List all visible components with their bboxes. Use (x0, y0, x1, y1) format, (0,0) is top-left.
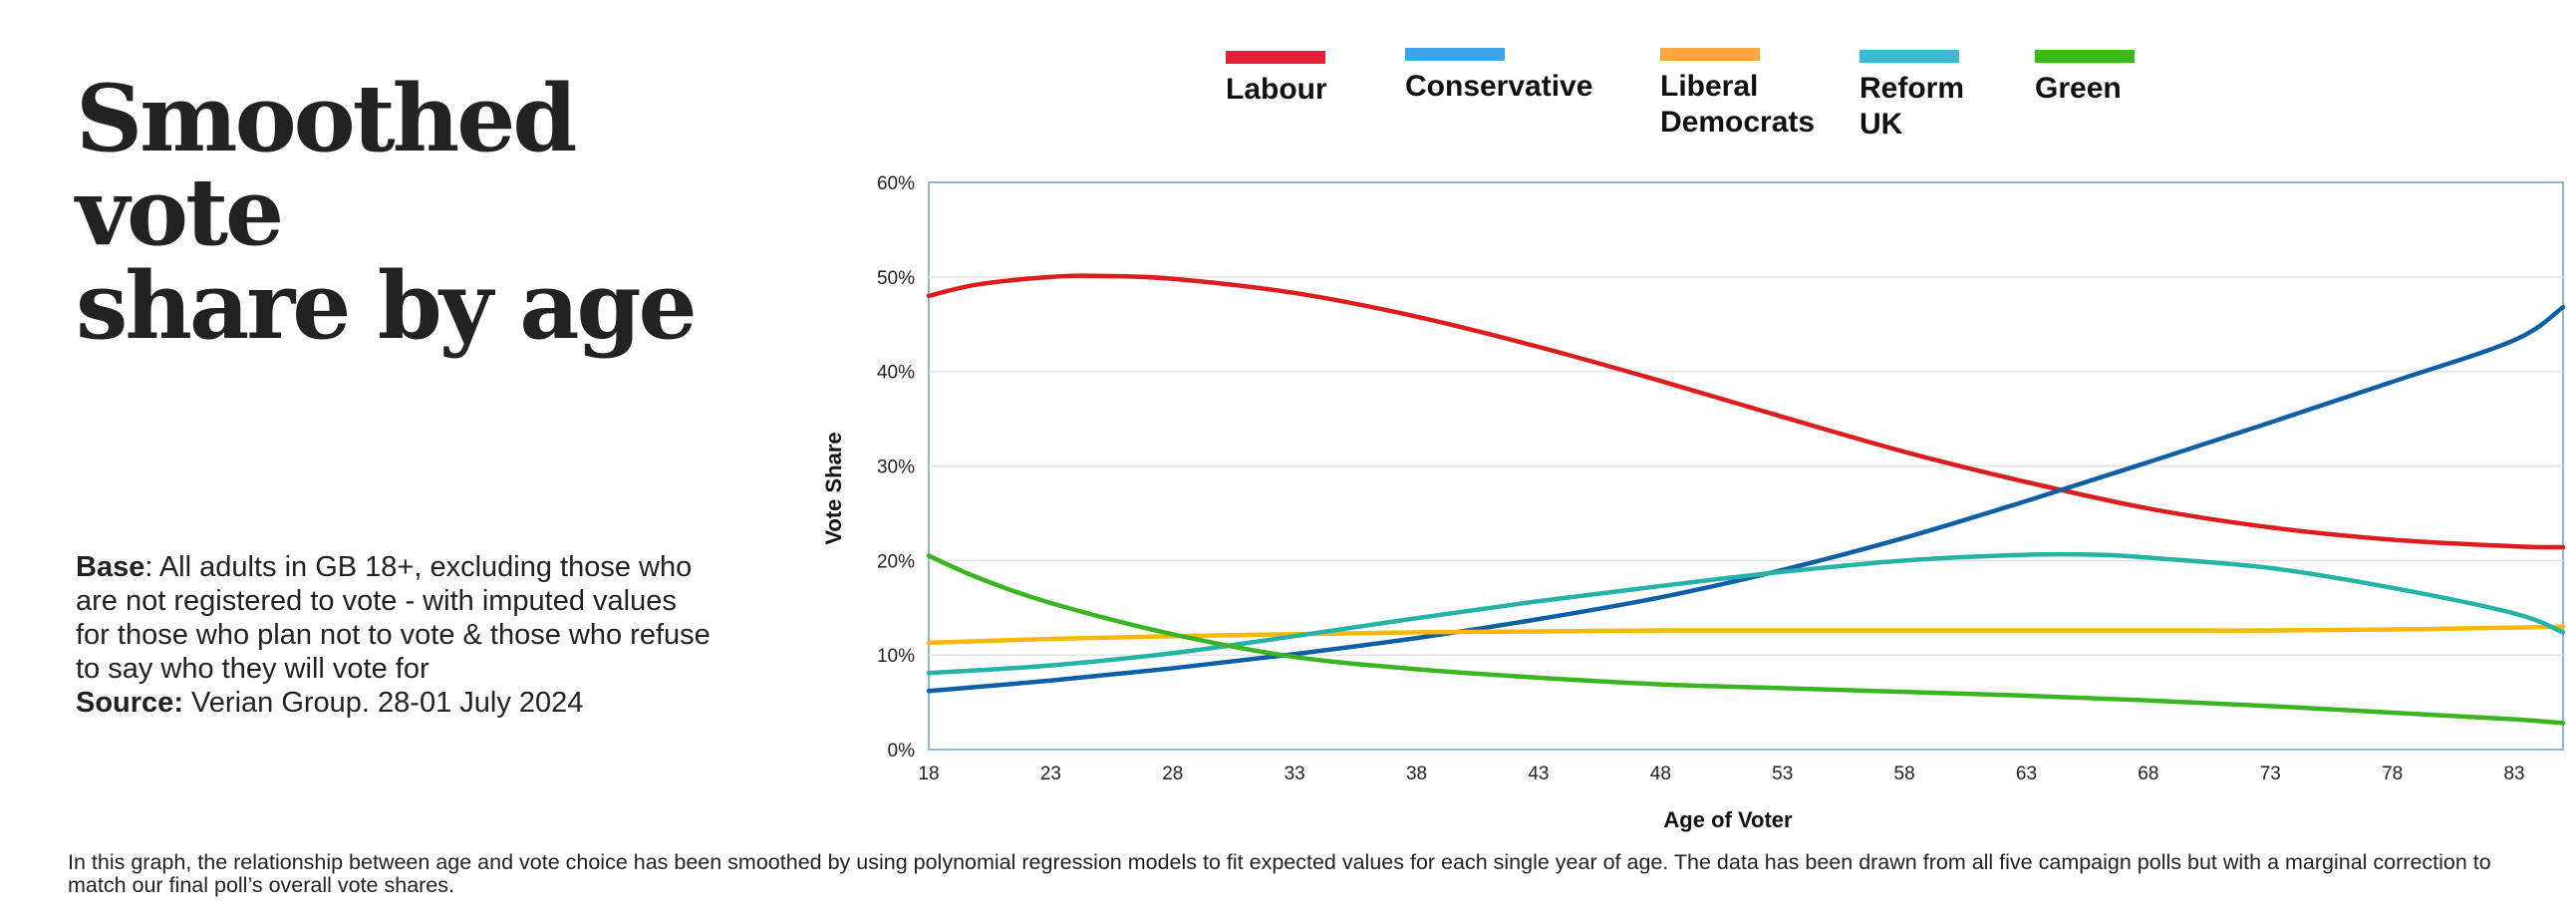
x-tick-label: 68 (2138, 763, 2158, 784)
x-tick-label: 58 (1894, 763, 1915, 784)
legend-item-labour: Labour (1226, 51, 1327, 108)
legend-label-liberal-democrats: Liberal Democrats (1660, 70, 1816, 139)
x-axis-title: Age of Voter (1663, 807, 1793, 832)
series-line-liberal-democrats (926, 624, 2566, 646)
legend-item-reform-uk: Reform UK (1860, 50, 1979, 143)
footnote: In this graph, the relationship between … (68, 850, 2491, 897)
series-line-labour (926, 273, 2566, 550)
legend-swatch-green (2035, 50, 2135, 63)
y-axis-title: Vote Share (821, 432, 846, 544)
x-tick-label: 18 (918, 763, 939, 784)
legend-label-conservative: Conservative (1405, 70, 1593, 103)
x-tick-label: 38 (1406, 763, 1427, 784)
x-tick-label: 53 (1772, 763, 1793, 784)
y-tick-label: 0% (888, 741, 916, 762)
y-tick-label: 40% (877, 363, 915, 384)
title-line-1: Smoothed vote (76, 64, 577, 266)
title-line-2: share by age (76, 251, 698, 360)
base-label: Base (76, 551, 145, 583)
y-tick-label: 30% (877, 458, 915, 478)
legend-item-conservative: Conservative (1405, 48, 1592, 105)
legend-item-liberal-democrats: Liberal Democrats (1660, 48, 1860, 141)
x-tick-label: 73 (2260, 763, 2281, 784)
x-tick-label: 78 (2382, 763, 2403, 784)
legend-swatch-conservative (1405, 48, 1505, 61)
x-tick-label: 48 (1650, 763, 1671, 784)
legend-item-green: Green (2035, 50, 2135, 107)
x-tick-label: 63 (2016, 763, 2037, 784)
base-text: : All adults in GB 18+, excluding those … (76, 551, 711, 685)
y-tick-label: 50% (877, 268, 915, 289)
source-text: Verian Group. 28-01 July 2024 (182, 687, 584, 719)
y-tick-label: 10% (877, 646, 915, 667)
x-axis-ticks: 18 23 28 33 38 43 48 53 58 63 68 73 78 83 (918, 763, 2524, 784)
x-tick-label: 83 (2503, 763, 2524, 784)
x-tick-label: 23 (1040, 763, 1061, 784)
series-line-reform-uk (926, 551, 2566, 676)
series-lines (926, 273, 2566, 726)
grid-lines (929, 276, 2563, 656)
y-tick-label: 60% (877, 173, 915, 194)
series-line-green (926, 553, 2566, 726)
legend-label-labour: Labour (1226, 73, 1327, 106)
y-axis-ticks: 0% 10% 20% 30% 40% 50% 60% (877, 173, 915, 762)
legend-swatch-liberal-democrats (1660, 48, 1760, 61)
legend-label-green: Green (2035, 72, 2122, 105)
legend-swatch-reform-uk (1860, 50, 1959, 63)
legend-swatch-labour (1226, 51, 1325, 64)
source-label: Source: (76, 687, 183, 719)
legend-label-reform-uk: Reform UK (1860, 72, 1965, 141)
x-tick-label: 28 (1162, 763, 1183, 784)
base-note: Base: All adults in GB 18+, excluding th… (76, 550, 714, 720)
y-tick-label: 20% (877, 551, 915, 572)
x-tick-label: 33 (1285, 763, 1305, 784)
page-title: Smoothed vote share by age (76, 72, 793, 353)
x-tick-label: 43 (1528, 763, 1549, 784)
